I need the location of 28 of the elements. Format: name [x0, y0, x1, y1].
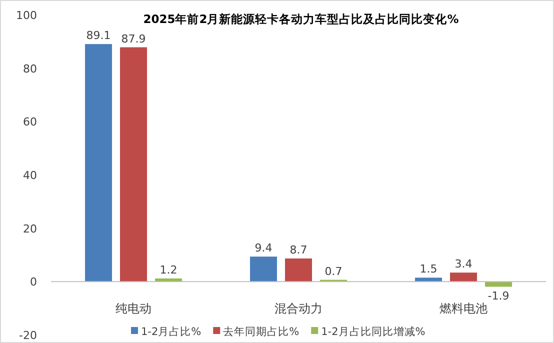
- bar: [85, 44, 112, 282]
- data-label: 9.4: [254, 242, 272, 255]
- y-tick-label: 0: [30, 276, 37, 289]
- chart-title: 2025年前2月新能源轻卡各动力车型占比及占比同比变化%: [143, 12, 460, 26]
- y-tick-label: 60: [23, 116, 37, 129]
- y-tick-label: 40: [23, 169, 37, 182]
- data-label: 3.4: [454, 258, 472, 271]
- x-tick-label: 混合动力: [274, 302, 322, 316]
- data-label: 89.1: [86, 29, 111, 42]
- data-label: 8.7: [290, 243, 308, 256]
- x-tick-label: 纯电动: [116, 302, 152, 316]
- y-tick-label: -20: [19, 329, 37, 342]
- x-tick-label: 燃料电池: [440, 302, 488, 316]
- data-label: 87.9: [121, 32, 146, 46]
- legend-label: 去年同期占比%: [223, 325, 300, 338]
- data-label: -1.9: [488, 290, 510, 303]
- bar: [120, 47, 147, 282]
- data-label: 1.2: [160, 263, 178, 276]
- legend-label: 1-2月占比同比增减%: [321, 325, 426, 338]
- bar: [450, 272, 477, 282]
- data-label: 0.7: [324, 264, 342, 278]
- legend-label: 1-2月占比%: [141, 325, 202, 338]
- y-tick-label: 20: [23, 222, 37, 236]
- y-tick-label: 80: [23, 62, 37, 76]
- data-label: 1.5: [420, 262, 438, 276]
- bar: [250, 256, 277, 282]
- y-tick-label: 100: [16, 9, 37, 22]
- bar: [285, 258, 312, 282]
